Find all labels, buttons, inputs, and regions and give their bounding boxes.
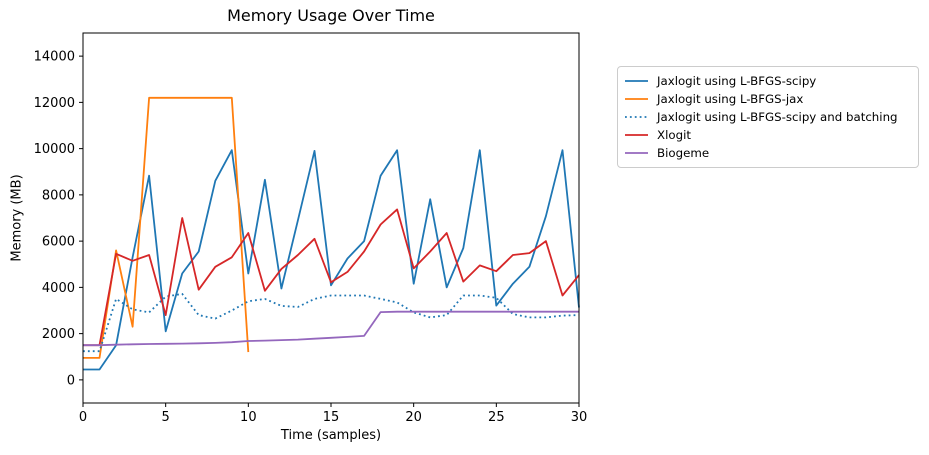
- legend-item: Jaxlogit using L-BFGS-scipy: [624, 72, 912, 90]
- legend-label: Jaxlogit using L-BFGS-scipy: [657, 74, 817, 88]
- legend-label: Biogeme: [657, 146, 710, 160]
- x-tick-label: 5: [162, 410, 170, 425]
- legend-label: Jaxlogit using L-BFGS-scipy and batching: [657, 110, 898, 124]
- y-tick-label: 10000: [34, 142, 75, 157]
- series-line-1: [83, 96, 250, 359]
- series-line-2: [83, 293, 580, 353]
- legend-label: Jaxlogit using L-BFGS-jax: [657, 92, 804, 106]
- series-line-4: [83, 310, 579, 347]
- x-tick-label: 0: [79, 410, 87, 425]
- legend-line-sample: [625, 152, 648, 154]
- x-tick-label: 15: [323, 410, 340, 425]
- y-tick-label: 8000: [42, 188, 75, 203]
- legend-label: Xlogit: [657, 128, 691, 142]
- y-tick-label: 6000: [42, 235, 75, 250]
- x-tick-label: 20: [405, 410, 422, 425]
- y-tick-label: 2000: [42, 327, 75, 342]
- y-tick-label: 14000: [34, 50, 75, 65]
- plot-frame: [82, 32, 580, 404]
- x-tick-label: 30: [571, 410, 588, 425]
- legend-item: Biogeme: [624, 144, 912, 162]
- chart-title: Memory Usage Over Time: [227, 6, 435, 25]
- x-tick-label: 10: [240, 410, 257, 425]
- legend: Jaxlogit using L-BFGS-scipy Jaxlogit usin…: [617, 66, 919, 168]
- legend-line-sample: [625, 134, 648, 136]
- x-axis-label: Time (samples): [280, 428, 382, 443]
- legend-line-sample: [625, 116, 648, 118]
- legend-item: Jaxlogit using L-BFGS-scipy and batching: [624, 108, 912, 126]
- x-tick-label: 25: [488, 410, 505, 425]
- y-tick-label: 12000: [34, 96, 75, 111]
- legend-item: Jaxlogit using L-BFGS-jax: [624, 90, 912, 108]
- y-tick-label: 4000: [42, 281, 75, 296]
- y-tick-label: 0: [67, 373, 75, 388]
- series-line-0: [83, 149, 580, 371]
- legend-line-sample: [625, 98, 648, 100]
- legend-item: Xlogit: [624, 126, 912, 144]
- series-line-3: [83, 208, 580, 347]
- legend-line-sample: [625, 80, 648, 82]
